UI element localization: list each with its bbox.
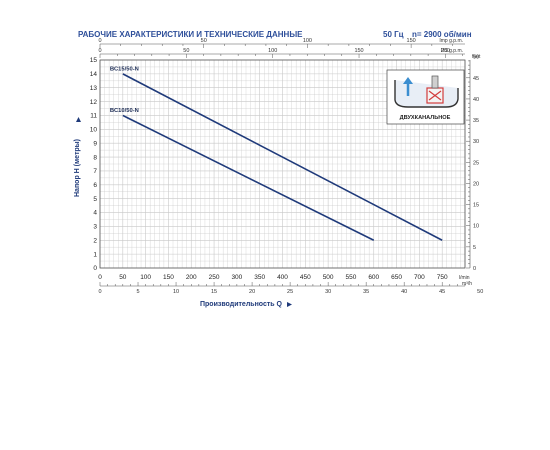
inset-pump-shaft [431,75,439,89]
x-tick-label: 300 [231,274,242,281]
x-tick-label: 50 [119,274,127,281]
feet-tick-label: 10 [473,224,479,230]
feet-tick-label: 50 [473,55,479,61]
y-tick-label: 6 [93,182,97,189]
m3h-tick-label: 0 [98,289,101,295]
y-tick-label: 5 [93,196,97,203]
y-tick-label: 10 [90,127,98,134]
plot-frame [99,59,466,269]
x-tick-label: 250 [209,274,220,281]
y-tick-label: 15 [90,57,98,64]
feet-tick-label: 35 [473,118,479,124]
us-gpm-unit-label: US g.p.m. [441,48,463,54]
y-tick-label: 11 [90,113,97,120]
x-tick-label: 100 [140,274,151,281]
feet-tick-label: 5 [473,245,476,251]
x-unit-label: l/min [459,275,470,281]
inset-impeller [428,90,442,101]
series-line [122,73,443,241]
y-tick-label: 7 [93,168,97,175]
m3h-tick-label: 50 [477,289,483,295]
inset-flow-arrowhead [403,77,413,84]
us-gpm-tick-label: 0 [98,48,101,54]
series: BC15/50-N BC10/50-N [110,66,443,241]
y-tick-label: 8 [93,154,97,161]
y-tick-label: 4 [93,210,97,217]
m3h-tick-label: 5 [136,289,139,295]
imp-gpm-tick-label: 150 [407,38,416,44]
feet-unit-label: feet [472,54,481,60]
chart-title: РАБОЧИЕ ХАРАКТЕРИСТИКИ И ТЕХНИЧЕСКИЕ ДАН… [78,30,303,39]
feet-tick-label: 15 [473,203,479,209]
x-tick-label: 400 [277,274,288,281]
y-tick-label: 1 [93,251,97,258]
m3h-tick-label: 20 [249,289,255,295]
frequency-label: 50 Гц [383,30,404,39]
m3h-unit-label: m³/h [462,281,472,287]
x-tick-label: 0 [98,274,102,281]
us-gpm-tick-label: 50 [183,48,189,54]
x-tick-label: 450 [300,274,311,281]
feet-tick-label: 40 [473,97,479,103]
y-tick-label: 9 [93,140,97,147]
feet-tick-label: 20 [473,181,479,187]
x-tick-label: 750 [437,274,448,281]
m3h-tick-label: 25 [287,289,293,295]
x-axis-title: Производительность Q [200,301,283,308]
speed-label: n= 2900 об/мин [412,30,472,39]
m3h-tick-label: 45 [439,289,445,295]
us-gpm-tick-label: 150 [354,48,363,54]
y-tick-label: 3 [93,224,97,231]
y-tick-label: 12 [90,99,98,106]
y-axis-title: Напор H (метры) [74,139,81,197]
imp-gpm-unit-label: Imp g.p.m. [439,38,463,44]
pump-inset-diagram: ДВУХКАНАЛЬНОЕ [386,69,465,125]
x-tick-label: 700 [414,274,425,281]
y-tick-label: 0 [93,265,97,272]
x-axis-title-arrow [287,302,292,307]
plot-border [99,59,466,269]
y-tick-label: 14 [90,71,98,78]
m3h-tick-label: 40 [401,289,407,295]
series-label: BC10/50-N [110,108,139,114]
us-gpm-tick-label: 200 [441,48,450,54]
feet-tick-label: 30 [473,139,479,145]
x-tick-label: 350 [254,274,265,281]
x-tick-label: 500 [323,274,334,281]
us-gpm-tick-label: 100 [268,48,277,54]
imp-gpm-tick-label: 100 [303,38,312,44]
series-line [122,114,375,241]
feet-tick-label: 45 [473,76,479,82]
imp-gpm-tick-label: 0 [98,38,101,44]
m3h-tick-label: 35 [363,289,369,295]
imp-gpm-tick-label: 50 [201,38,207,44]
y-tick-label: 2 [93,237,97,244]
grid [99,59,466,269]
y-axis-title-arrow [76,117,81,122]
x-tick-label: 650 [391,274,402,281]
feet-tick-label: 25 [473,160,479,166]
y-tick-label: 13 [90,85,98,92]
x-tick-label: 600 [368,274,379,281]
x-tick-label: 550 [346,274,357,281]
m3h-tick-label: 15 [211,289,217,295]
x-tick-label: 200 [186,274,197,281]
feet-tick-label: 0 [473,266,476,272]
inset-label: ДВУХКАНАЛЬНОЕ [400,115,451,121]
x-tick-label: 150 [163,274,174,281]
m3h-tick-label: 10 [173,289,179,295]
series-label: BC15/50-N [110,66,139,72]
m3h-tick-label: 30 [325,289,331,295]
